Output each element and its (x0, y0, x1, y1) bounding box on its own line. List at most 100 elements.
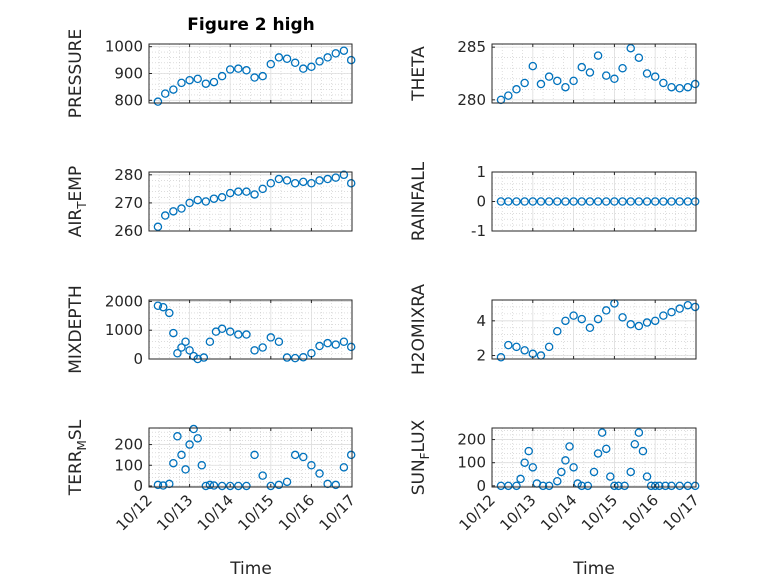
y-tick-label: 0 (476, 477, 486, 495)
data-point (185, 75, 194, 85)
data-point (225, 481, 235, 491)
x-tick-label: 10/14 (537, 491, 580, 534)
data-point (250, 190, 259, 199)
x-tick-label: 10/16 (619, 491, 662, 534)
data-point (299, 64, 308, 73)
data-point (620, 481, 629, 491)
data-point (153, 301, 163, 311)
data-point (299, 353, 308, 362)
data-point (577, 481, 587, 491)
data-point (659, 311, 668, 320)
y-tick-label: -1 (471, 222, 486, 240)
data-point (661, 481, 670, 491)
data-point (577, 314, 587, 324)
data-point (634, 53, 644, 62)
data-point (266, 178, 276, 188)
data-point (601, 197, 611, 206)
y-tick-label: 200 (457, 431, 486, 449)
data-point (577, 62, 587, 72)
data-point (185, 440, 194, 449)
data-point (290, 450, 300, 460)
data-point (504, 197, 513, 206)
data-point (197, 461, 207, 470)
data-point (299, 452, 308, 462)
data-point (266, 59, 276, 69)
axes-box (148, 171, 353, 232)
sun-flux-panel: 0 100 200 SUNFLUX 10/1210/1310/1410/1510/161… (409, 419, 703, 534)
y-tick-label: 0 (133, 477, 143, 495)
pressure-panel: 800 900 1000 PRESSURE (66, 29, 356, 118)
x-tick-label: 10/15 (234, 491, 277, 534)
data-point (606, 472, 615, 481)
terrain-msl-panel: 0 100 200 TERRMSL 10/1210/1310/1410/1510/161… (66, 419, 359, 534)
data-point (583, 481, 593, 491)
data-point (346, 342, 356, 352)
data-point (290, 353, 300, 363)
data-point (544, 481, 554, 491)
data-point (274, 337, 284, 346)
data-point (512, 342, 521, 352)
data-point (610, 74, 619, 84)
data-point (266, 333, 276, 342)
x-tick-label: 10/14 (194, 491, 237, 534)
data-point (618, 197, 627, 206)
data-point (209, 481, 219, 490)
data-point (201, 197, 211, 206)
x-axis-label-right: Time (572, 559, 615, 579)
data-point (274, 480, 284, 490)
data-point (177, 343, 186, 352)
data-point (610, 481, 619, 491)
data-point (675, 197, 684, 206)
x-tick-label: 10/13 (153, 491, 196, 534)
data-point (339, 463, 349, 472)
y-axis-label: PRESSURE (66, 29, 86, 118)
data-point (250, 73, 259, 82)
data-point (577, 197, 587, 206)
x-tick-label: 10/12 (456, 491, 499, 534)
data-point (538, 481, 548, 491)
data-point (544, 72, 554, 81)
data-point (504, 91, 513, 100)
data-point (266, 481, 276, 491)
data-point (618, 63, 627, 73)
x-tick-label: 10/17 (316, 491, 359, 534)
x-tick-label: 10/12 (113, 491, 156, 534)
data-point (199, 353, 209, 362)
y-tick-label: 280 (457, 91, 486, 109)
y-axis-label: AIRTEMP (66, 166, 89, 237)
data-point (524, 446, 533, 456)
data-point (561, 197, 570, 206)
data-point (569, 463, 578, 472)
data-point (242, 330, 251, 339)
data-point (528, 463, 538, 472)
data-point (158, 302, 168, 312)
y-tick-label: 2 (476, 347, 486, 365)
x-tick-label: 10/17 (660, 491, 703, 534)
data-point (169, 85, 178, 94)
data-point (346, 55, 356, 65)
data-point (225, 188, 235, 198)
data-point (593, 51, 603, 60)
data-point (585, 197, 595, 206)
data-point (536, 79, 546, 89)
data-point (504, 481, 513, 491)
data-point (339, 46, 349, 55)
x-tick-label: 10/13 (496, 491, 539, 534)
data-point (173, 348, 182, 358)
data-point (282, 477, 292, 487)
axes-box (491, 427, 697, 488)
data-point (690, 79, 700, 89)
data-point (569, 311, 578, 320)
data-point (205, 337, 215, 346)
data-point (339, 337, 349, 346)
data-point (667, 82, 676, 92)
data-point (234, 330, 243, 339)
data-point (346, 178, 356, 188)
y-tick-label: 1000 (105, 321, 143, 339)
data-point (528, 61, 538, 71)
data-point (234, 481, 243, 491)
y-tick-label: 200 (114, 436, 143, 454)
data-point (520, 458, 529, 467)
data-point (217, 324, 227, 334)
